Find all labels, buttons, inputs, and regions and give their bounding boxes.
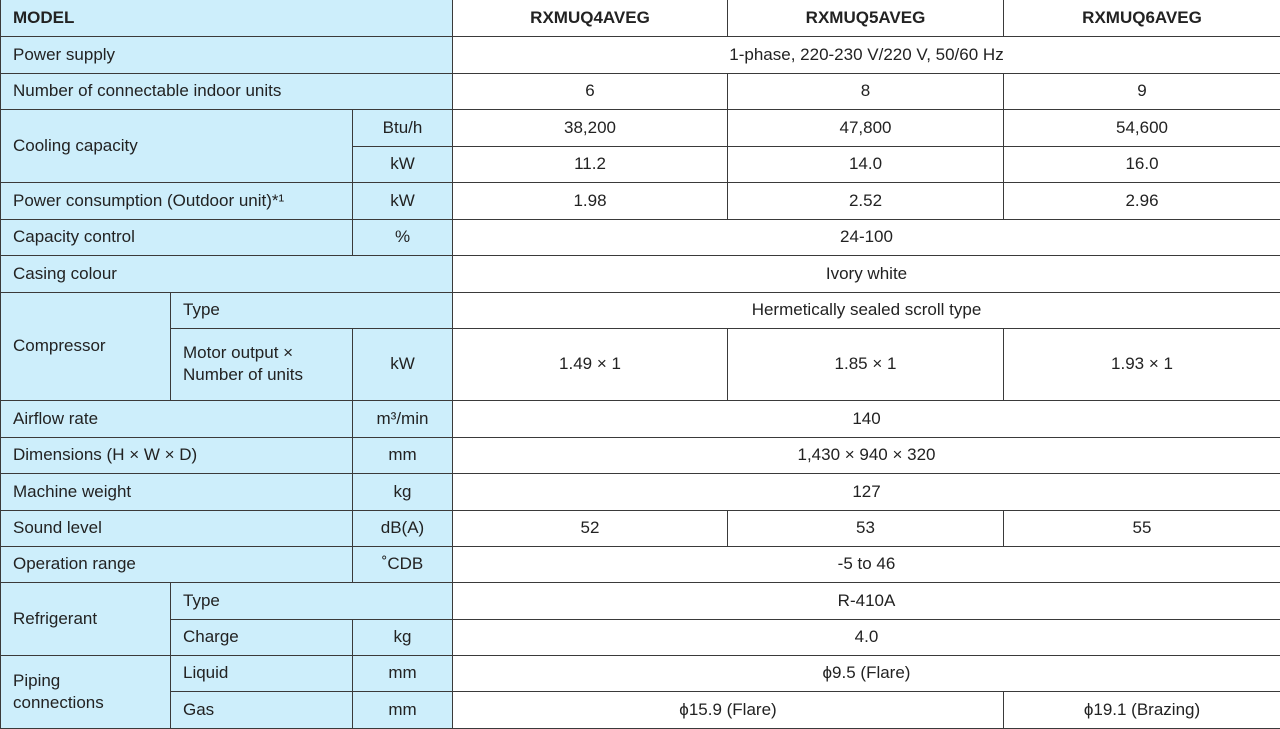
cell-value: Hermetically sealed scroll type <box>453 292 1280 328</box>
row-label-line: connections <box>13 692 170 714</box>
cell-value: 53 <box>728 510 1004 546</box>
cell-value: 9 <box>1004 73 1280 109</box>
sub-label: Charge <box>171 619 353 655</box>
cell-value: 8 <box>728 73 1004 109</box>
table-row: Operation range ˚CDB -5 to 46 <box>1 546 1280 582</box>
table-row: Charge kg 4.0 <box>1 619 1280 655</box>
row-label-line: Piping <box>13 670 170 692</box>
cell-value: 2.52 <box>728 182 1004 219</box>
row-label: Refrigerant <box>1 582 171 655</box>
model-3-header: RXMUQ6AVEG <box>1004 0 1280 36</box>
cell-value: 38,200 <box>453 109 728 146</box>
sub-label-line: Number of units <box>183 364 352 386</box>
cell-value: 127 <box>453 473 1280 510</box>
cell-value: 55 <box>1004 510 1280 546</box>
table-row: Power consumption (Outdoor unit)*¹ kW 1.… <box>1 182 1280 219</box>
cell-value: 1.93 × 1 <box>1004 328 1280 400</box>
unit-cell: kW <box>353 182 453 219</box>
table-row: Compressor Type Hermetically sealed scro… <box>1 292 1280 328</box>
unit-cell: kg <box>353 619 453 655</box>
table-row: Capacity control % 24-100 <box>1 219 1280 255</box>
cell-value: 54,600 <box>1004 109 1280 146</box>
table-row: Cooling capacity Btu/h 38,200 47,800 54,… <box>1 109 1280 146</box>
unit-cell: m³/min <box>353 400 453 437</box>
row-label: Machine weight <box>1 473 353 510</box>
row-label: Capacity control <box>1 219 353 255</box>
cell-value: R-410A <box>453 582 1280 619</box>
sub-label: Gas <box>171 691 353 728</box>
unit-cell: % <box>353 219 453 255</box>
row-label: Power supply <box>1 36 453 73</box>
cell-value: 24-100 <box>453 219 1280 255</box>
unit-cell: mm <box>353 655 453 691</box>
unit-cell: dB(A) <box>353 510 453 546</box>
row-label: Cooling capacity <box>1 109 353 182</box>
row-label: Operation range <box>1 546 353 582</box>
sub-label-line: Motor output × <box>183 342 352 364</box>
cell-value: 1.49 × 1 <box>453 328 728 400</box>
cell-value: 6 <box>453 73 728 109</box>
cell-value: -5 to 46 <box>453 546 1280 582</box>
row-label: Sound level <box>1 510 353 546</box>
cell-value: 11.2 <box>453 146 728 182</box>
row-label: Casing colour <box>1 255 453 292</box>
cell-value: 1-phase, 220-230 V/220 V, 50/60 Hz <box>453 36 1280 73</box>
cell-value: 16.0 <box>1004 146 1280 182</box>
cell-value: 1.98 <box>453 182 728 219</box>
sub-label: Type <box>171 582 453 619</box>
cell-value: 4.0 <box>453 619 1280 655</box>
cell-value: 2.96 <box>1004 182 1280 219</box>
unit-cell: kW <box>353 146 453 182</box>
table-row: Machine weight kg 127 <box>1 473 1280 510</box>
unit-cell: mm <box>353 437 453 473</box>
table-row: Number of connectable indoor units 6 8 9 <box>1 73 1280 109</box>
row-label: Compressor <box>1 292 171 400</box>
row-label: Power consumption (Outdoor unit)*¹ <box>1 182 353 219</box>
header-row: MODEL RXMUQ4AVEG RXMUQ5AVEG RXMUQ6AVEG <box>1 0 1280 36</box>
row-label: Airflow rate <box>1 400 353 437</box>
cell-value: Ivory white <box>453 255 1280 292</box>
cell-value: 47,800 <box>728 109 1004 146</box>
unit-cell: mm <box>353 691 453 728</box>
model-1-header: RXMUQ4AVEG <box>453 0 728 36</box>
sub-label: Type <box>171 292 453 328</box>
sub-label: Liquid <box>171 655 353 691</box>
cell-value: 1.85 × 1 <box>728 328 1004 400</box>
table-row: Dimensions (H × W × D) mm 1,430 × 940 × … <box>1 437 1280 473</box>
model-header: MODEL <box>1 0 453 36</box>
sub-label: Motor output ×Number of units <box>171 328 353 400</box>
table-row: Motor output ×Number of units kW 1.49 × … <box>1 328 1280 400</box>
table-row: Casing colour Ivory white <box>1 255 1280 292</box>
table-row: Sound level dB(A) 52 53 55 <box>1 510 1280 546</box>
table-row: Refrigerant Type R-410A <box>1 582 1280 619</box>
unit-cell: Btu/h <box>353 109 453 146</box>
model-2-header: RXMUQ5AVEG <box>728 0 1004 36</box>
cell-value: 52 <box>453 510 728 546</box>
unit-cell: kW <box>353 328 453 400</box>
unit-cell: ˚CDB <box>353 546 453 582</box>
cell-value: ϕ15.9 (Flare) <box>453 691 1004 728</box>
cell-value: 140 <box>453 400 1280 437</box>
table-row: Airflow rate m³/min 140 <box>1 400 1280 437</box>
cell-value: 1,430 × 940 × 320 <box>453 437 1280 473</box>
row-label: Number of connectable indoor units <box>1 73 453 109</box>
unit-cell: kg <box>353 473 453 510</box>
table-row: Gas mm ϕ15.9 (Flare) ϕ19.1 (Brazing) <box>1 691 1280 728</box>
cell-value: ϕ19.1 (Brazing) <box>1004 691 1280 728</box>
cell-value: 14.0 <box>728 146 1004 182</box>
row-label: Dimensions (H × W × D) <box>1 437 353 473</box>
cell-value: ϕ9.5 (Flare) <box>453 655 1280 691</box>
table-row: Power supply 1-phase, 220-230 V/220 V, 5… <box>1 36 1280 73</box>
